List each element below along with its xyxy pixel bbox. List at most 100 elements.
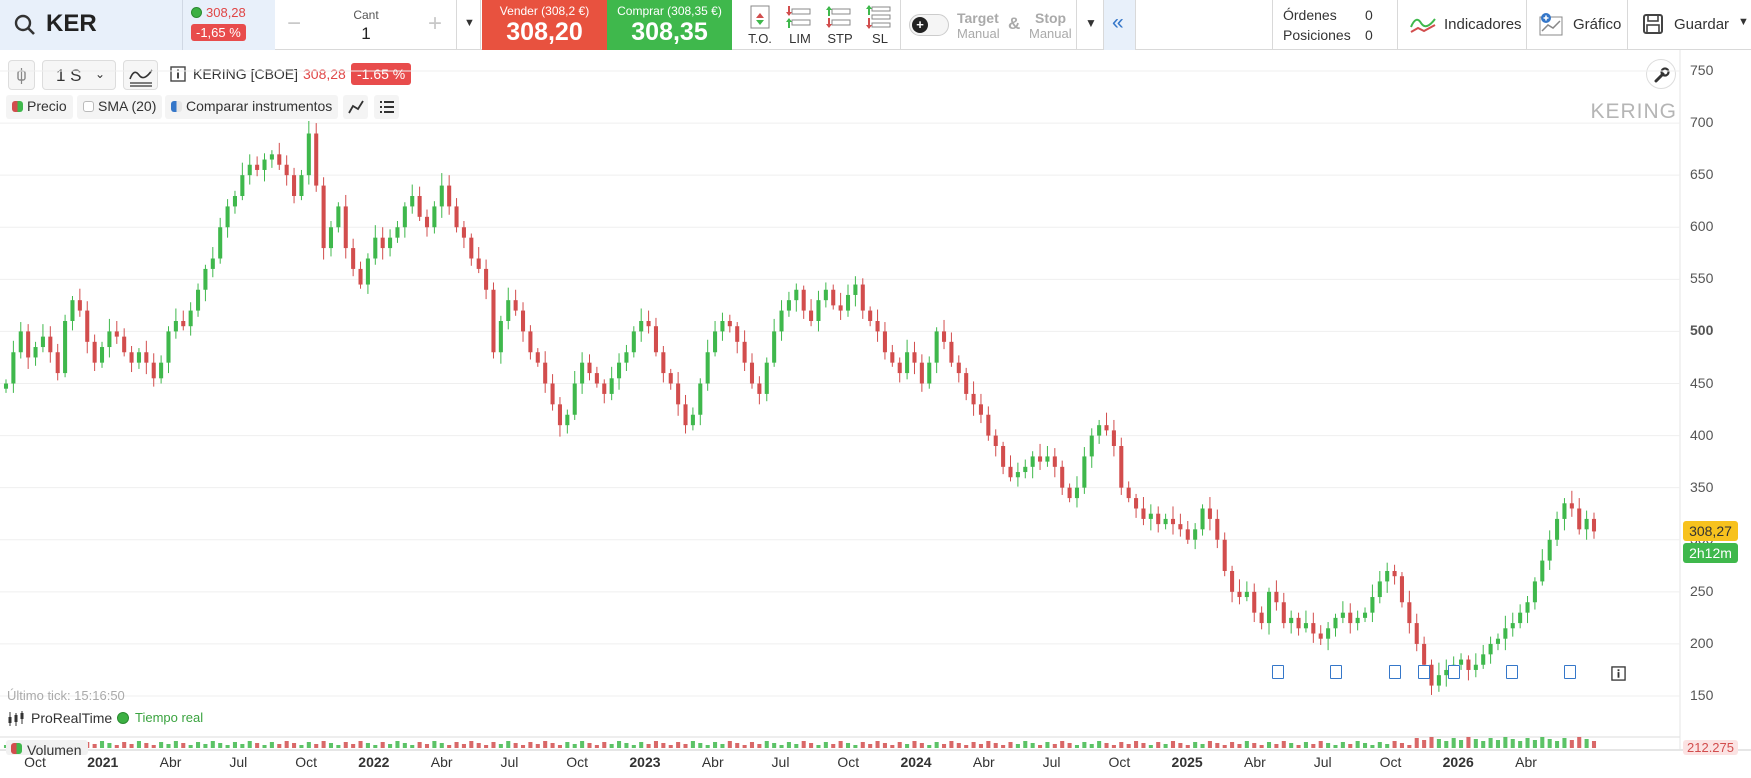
candle-body	[99, 347, 105, 363]
indicators-icon	[1410, 18, 1436, 33]
volume-bar	[1038, 745, 1043, 748]
candle-body	[1584, 518, 1589, 530]
candle-body	[993, 435, 998, 446]
target-stop-toggle[interactable]: +	[909, 14, 949, 36]
volume-bar	[1591, 741, 1597, 748]
collapse-panel-button[interactable]: «	[1104, 0, 1136, 50]
order-type-sl-button[interactable]: SL	[862, 4, 898, 46]
candle-body	[1540, 560, 1545, 582]
indicator-settings-button[interactable]	[123, 60, 158, 90]
indicators-button[interactable]: Indicadores	[1398, 0, 1527, 50]
candle-body	[1185, 529, 1190, 540]
candle-body	[1363, 612, 1368, 618]
candle-body	[919, 362, 924, 384]
legend-sma[interactable]: SMA (20)	[77, 95, 163, 119]
candle-body	[1134, 498, 1139, 509]
volume-bar	[1459, 740, 1464, 748]
buy-button[interactable]: Comprar (308,35 €) 308,35	[607, 0, 732, 50]
volume-bar	[218, 743, 223, 748]
candle-body	[838, 305, 843, 311]
candle-body	[395, 227, 400, 238]
x-tick-label: Jul	[1313, 754, 1332, 770]
volume-bar	[631, 745, 636, 748]
order-type-stp-button[interactable]: STP	[822, 4, 858, 46]
event-document-icon[interactable]	[1448, 665, 1460, 679]
volume-bar	[1178, 743, 1183, 748]
candle-body	[816, 300, 821, 321]
compare-instruments-button[interactable]: Comparar instrumentos	[165, 95, 339, 119]
y-tick-label: 200	[1690, 634, 1714, 651]
volume-bar	[1414, 738, 1419, 748]
candle-body	[786, 300, 791, 311]
candle-body	[1215, 518, 1220, 540]
volume-bar	[897, 742, 902, 748]
drawing-tools-button[interactable]	[343, 95, 368, 119]
order-type-to-button[interactable]: T.O.	[742, 4, 778, 46]
candle-body	[609, 378, 614, 394]
volume-legend[interactable]: Volumen	[6, 740, 88, 755]
candle-body	[1488, 643, 1493, 655]
qty-decrement-button[interactable]: −	[287, 10, 302, 37]
event-document-icon[interactable]	[1418, 665, 1430, 679]
qty-increment-button[interactable]: +	[427, 10, 442, 37]
qty-input[interactable]: 1	[361, 24, 371, 43]
event-document-icon[interactable]	[1272, 665, 1284, 679]
volume-bar	[956, 743, 961, 748]
volume-bar	[424, 744, 430, 748]
event-document-icon[interactable]	[1564, 665, 1576, 679]
volume-bar	[1296, 745, 1301, 748]
volume-bar	[964, 745, 969, 748]
target-stop-dropdown[interactable]: ▼	[1076, 0, 1104, 50]
volume-bar	[1318, 741, 1323, 748]
y-tick-label: 700	[1690, 114, 1714, 131]
event-document-icon[interactable]	[1389, 665, 1401, 679]
candle-body	[1414, 623, 1419, 644]
order-type-lim-button[interactable]: LIM	[782, 4, 818, 46]
limit-order-icon	[786, 6, 811, 28]
volume-bar	[284, 741, 289, 748]
volume-bar	[1510, 739, 1515, 748]
candle-body	[1459, 659, 1464, 665]
candle-body	[107, 331, 112, 348]
candle-body	[336, 206, 341, 228]
save-button[interactable]: Guardar ▼	[1628, 0, 1751, 50]
legend-price[interactable]: Precio	[6, 95, 73, 119]
candle-body	[912, 352, 917, 363]
sell-label: Vender (308,2 €)	[499, 4, 590, 18]
candle-body	[343, 206, 348, 249]
sell-button[interactable]: Vender (308,2 €) 308,20	[482, 0, 607, 50]
candle-body	[646, 321, 651, 327]
candle-body	[1466, 659, 1471, 670]
volume-bar	[971, 742, 976, 748]
chart-tools-button[interactable]	[1646, 59, 1676, 89]
price-chart[interactable]	[0, 50, 1751, 778]
candle-body	[196, 289, 201, 311]
volume-bar	[602, 742, 607, 748]
orders-positions-summary[interactable]: Órdenes 0 Posiciones 0	[1272, 0, 1398, 50]
candle-body	[122, 336, 127, 353]
instrument-search[interactable]: KER	[0, 0, 183, 50]
candle-body	[890, 352, 895, 363]
candle-body	[506, 300, 511, 321]
save-icon	[1643, 14, 1663, 34]
volume-bar	[99, 741, 105, 748]
last-tick-label: Último tick: 15:16:50	[7, 688, 125, 703]
event-document-icon[interactable]	[1330, 665, 1342, 679]
qty-dropdown[interactable]: ▼	[457, 0, 481, 50]
candle-body	[676, 383, 681, 405]
object-list-button[interactable]	[374, 95, 399, 119]
volume-bar	[1289, 743, 1294, 748]
candle-body	[1377, 581, 1382, 598]
search-icon	[14, 14, 35, 35]
info-icon[interactable]	[1611, 666, 1626, 681]
volume-bar	[151, 745, 156, 748]
event-document-icon[interactable]	[1506, 665, 1518, 679]
volume-bar	[1222, 745, 1227, 748]
buy-label: Comprar (308,35 €)	[617, 4, 722, 18]
chart-button[interactable]: Gráfico	[1527, 0, 1628, 50]
candle-body	[447, 185, 452, 207]
candle-body	[956, 362, 961, 374]
candle-body	[897, 362, 902, 374]
volume-bar	[388, 744, 393, 748]
volume-bar	[1067, 743, 1072, 748]
